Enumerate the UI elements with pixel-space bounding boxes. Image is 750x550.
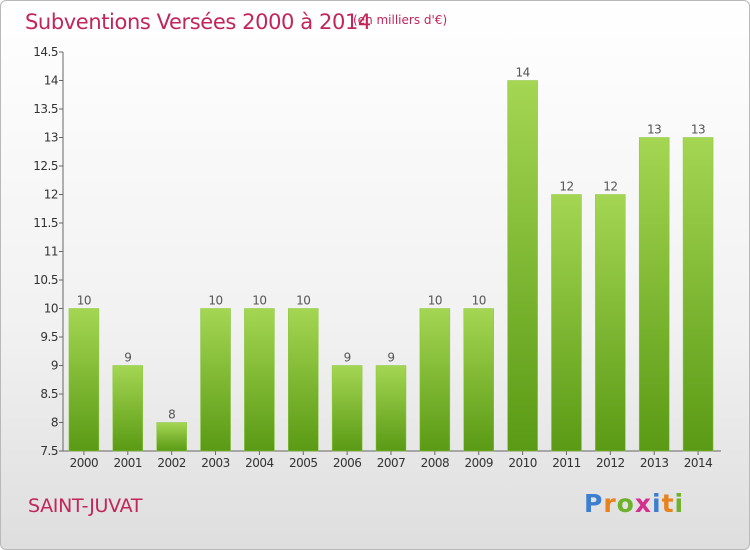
data-label-2014: 13 (691, 123, 705, 137)
y-tick-label: 13.5 (33, 102, 58, 116)
y-tick-label: 10 (44, 302, 58, 316)
x-tick-label: 2008 (421, 456, 450, 470)
data-label-2006: 9 (344, 351, 351, 365)
bar-2000 (68, 308, 100, 452)
y-tick-label: 8.5 (40, 387, 58, 401)
bar-2003 (200, 308, 231, 452)
data-label-2003: 10 (208, 294, 222, 308)
y-tick-label: 7.5 (40, 444, 58, 458)
x-tick-label: 2014 (684, 456, 713, 470)
x-tick-label: 2003 (201, 456, 230, 470)
y-tick-label: 11 (44, 245, 58, 259)
x-tick-label: 2002 (157, 456, 186, 470)
data-label-2004: 10 (252, 294, 266, 308)
chart-axes: 7.5 8 8.5 9 9.5 10 10.5 11 11.5 12 12.5 13 13.5 14 14.… (33, 45, 721, 470)
y-tick-label: 14.5 (33, 45, 58, 59)
bar-2009 (463, 308, 494, 452)
logo-letter: r (603, 489, 617, 518)
chart-bars (68, 80, 714, 452)
city-name: SAINT-JUVAT (28, 495, 143, 517)
x-tick-label: 2009 (464, 456, 493, 470)
y-tick-label: 11.5 (33, 216, 58, 230)
data-label-2008: 10 (428, 294, 442, 308)
bar-2006 (331, 365, 363, 452)
y-tick-label: 14 (44, 74, 58, 88)
x-tick-label: 2012 (596, 456, 625, 470)
proxiti-logo[interactable]: Proxiti (584, 489, 684, 518)
data-label-2010: 14 (515, 66, 529, 80)
data-label-2009: 10 (472, 294, 486, 308)
x-tick-label: 2005 (289, 456, 318, 470)
data-label-2007: 9 (387, 351, 394, 365)
bar-2011 (551, 194, 582, 452)
x-tick-label: 2004 (245, 456, 274, 470)
bar-2002 (156, 422, 187, 452)
data-label-2013: 13 (647, 123, 661, 137)
y-tick-label: 9.5 (40, 330, 58, 344)
logo-letter: i (652, 489, 662, 518)
bar-2014 (682, 137, 714, 452)
logo-letter: i (674, 489, 685, 518)
bar-chart: 7.5 8 8.5 9 9.5 10 10.5 11 11.5 12 12.5 13 13.5 14 14.… (33, 45, 721, 470)
data-label-2000: 10 (77, 294, 91, 308)
y-tick-label: 12.5 (33, 159, 58, 173)
logo-letter: t (661, 489, 675, 518)
logo-letter: o (616, 489, 635, 518)
bar-2005 (288, 308, 319, 452)
logo-letter: P (584, 489, 604, 518)
chart-subtitle: (en milliers d'€) (353, 13, 448, 27)
x-tick-label: 2011 (552, 456, 581, 470)
data-label-2005: 10 (296, 294, 310, 308)
x-tick-label: 2006 (333, 456, 362, 470)
data-label-2002: 8 (168, 408, 175, 422)
bar-2012 (595, 194, 626, 452)
bar-2001 (112, 365, 144, 452)
x-tick-label: 2010 (508, 456, 537, 470)
bar-2007 (375, 365, 407, 452)
logo-letter: x (634, 489, 652, 518)
x-tick-label: 2001 (114, 456, 143, 470)
chart-title: Subventions Versées 2000 à 2014 (25, 10, 371, 34)
bar-2008 (419, 308, 451, 452)
y-tick-label: 13 (44, 131, 58, 145)
x-tick-label: 2013 (640, 456, 669, 470)
data-label-2001: 9 (124, 351, 131, 365)
bar-2004 (244, 308, 275, 452)
y-tick-label: 10.5 (33, 273, 58, 287)
data-label-2012: 12 (603, 180, 617, 194)
bar-2013 (638, 137, 670, 452)
y-tick-label: 12 (44, 188, 58, 202)
y-tick-label: 8 (51, 416, 58, 430)
bar-2010 (507, 80, 538, 452)
data-label-2011: 12 (559, 180, 573, 194)
y-tick-label: 9 (51, 359, 58, 373)
x-tick-label: 2007 (377, 456, 406, 470)
x-tick-label: 2000 (70, 456, 99, 470)
chart-data-labels: 10 9 8 10 10 10 9 9 10 10 14 12 12 13 13 (77, 66, 706, 422)
